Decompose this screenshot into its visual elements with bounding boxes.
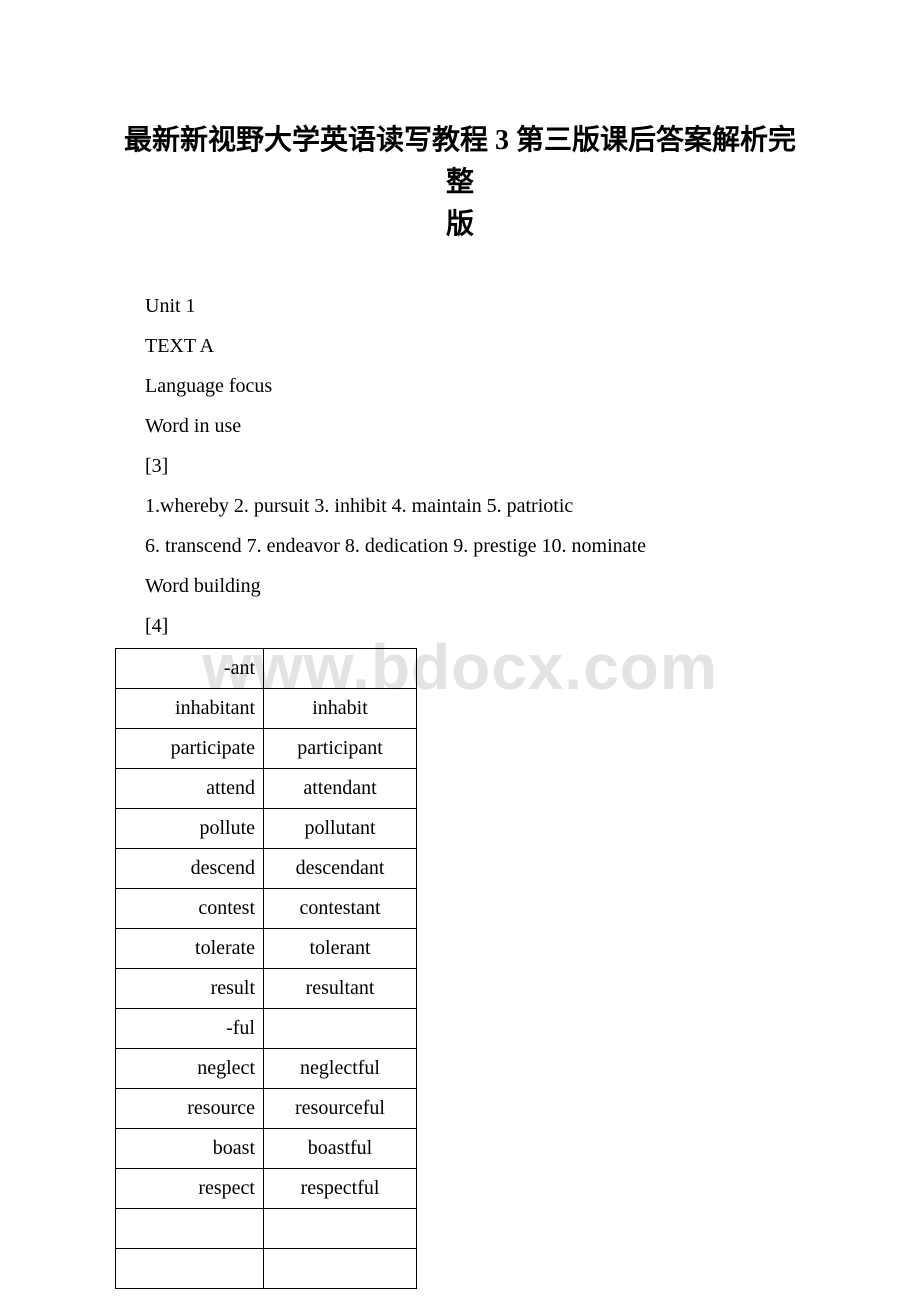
word-building-table-wrap: -ant inhabitant inhabit participate part… <box>115 648 805 1289</box>
table-row: -ant <box>116 649 417 689</box>
body-line: [4] <box>115 606 805 646</box>
table-cell: resourceful <box>264 1089 417 1129</box>
body-line: Word building <box>115 566 805 606</box>
table-row: inhabitant inhabit <box>116 689 417 729</box>
table-cell: contest <box>116 889 264 929</box>
table-cell: descend <box>116 849 264 889</box>
table-cell: participate <box>116 729 264 769</box>
table-cell: inhabitant <box>116 689 264 729</box>
table-row: neglect neglectful <box>116 1049 417 1089</box>
table-cell: result <box>116 969 264 1009</box>
table-row: resource resourceful <box>116 1089 417 1129</box>
table-cell: respect <box>116 1169 264 1209</box>
table-cell: participant <box>264 729 417 769</box>
title-line-2: 版 <box>446 209 474 240</box>
table-cell: pollute <box>116 809 264 849</box>
table-cell: attend <box>116 769 264 809</box>
body-line: 1.whereby 2. pursuit 3. inhibit 4. maint… <box>115 486 805 526</box>
table-cell: descendant <box>264 849 417 889</box>
table-row: boast boastful <box>116 1129 417 1169</box>
table-cell <box>264 1009 417 1049</box>
table-cell: resource <box>116 1089 264 1129</box>
table-cell: -ant <box>116 649 264 689</box>
table-row: tolerate tolerant <box>116 929 417 969</box>
table-row: attend attendant <box>116 769 417 809</box>
table-row: -ful <box>116 1009 417 1049</box>
body-line: TEXT A <box>115 326 805 366</box>
table-cell: attendant <box>264 769 417 809</box>
table-row: contest contestant <box>116 889 417 929</box>
table-cell: boast <box>116 1129 264 1169</box>
body-line: Word in use <box>115 406 805 446</box>
body-line: 6. transcend 7. endeavor 8. dedication 9… <box>115 526 805 566</box>
document-page: 最新新视野大学英语读写教程 3 第三版课后答案解析完整 版 Unit 1 TEX… <box>0 0 920 1289</box>
table-row: pollute pollutant <box>116 809 417 849</box>
table-cell: respectful <box>264 1169 417 1209</box>
table-cell <box>116 1209 264 1249</box>
table-row: result resultant <box>116 969 417 1009</box>
table-row: descend descendant <box>116 849 417 889</box>
table-row <box>116 1249 417 1289</box>
body-line: Unit 1 <box>115 286 805 326</box>
table-cell <box>116 1249 264 1289</box>
table-cell: pollutant <box>264 809 417 849</box>
table-cell: resultant <box>264 969 417 1009</box>
table-row: participate participant <box>116 729 417 769</box>
table-row <box>116 1209 417 1249</box>
table-cell: -ful <box>116 1009 264 1049</box>
table-cell: neglect <box>116 1049 264 1089</box>
table-cell <box>264 649 417 689</box>
word-building-table: -ant inhabitant inhabit participate part… <box>115 648 417 1289</box>
table-cell <box>264 1209 417 1249</box>
table-row: respect respectful <box>116 1169 417 1209</box>
table-cell: contestant <box>264 889 417 929</box>
table-cell: neglectful <box>264 1049 417 1089</box>
title-line-1: 最新新视野大学英语读写教程 3 第三版课后答案解析完整 <box>124 125 796 198</box>
page-title: 最新新视野大学英语读写教程 3 第三版课后答案解析完整 版 <box>115 120 805 246</box>
body-line: [3] <box>115 446 805 486</box>
table-cell: tolerate <box>116 929 264 969</box>
body-line: Language focus <box>115 366 805 406</box>
table-cell: boastful <box>264 1129 417 1169</box>
table-cell: tolerant <box>264 929 417 969</box>
table-cell <box>264 1249 417 1289</box>
table-cell: inhabit <box>264 689 417 729</box>
